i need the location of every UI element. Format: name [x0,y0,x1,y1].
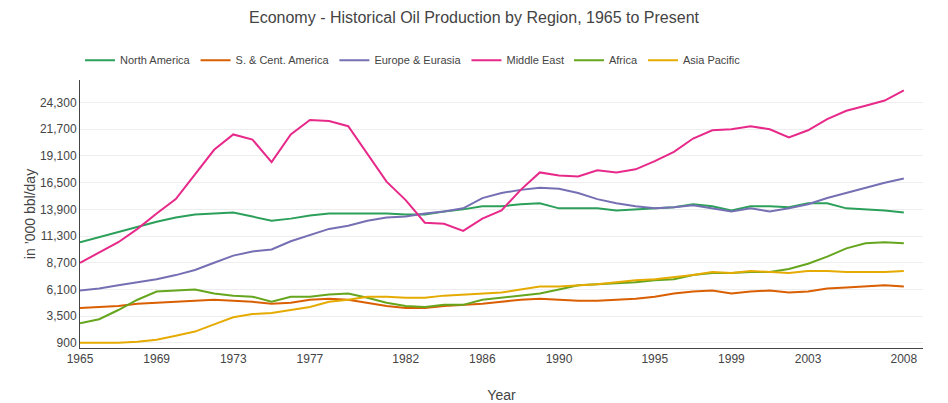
svg-text:1982: 1982 [392,352,419,366]
svg-text:6,100: 6,100 [47,283,77,297]
svg-text:in ’000 bbl/day: in ’000 bbl/day [22,169,38,259]
svg-text:1965: 1965 [67,352,94,366]
svg-text:11,300: 11,300 [41,229,77,243]
svg-text:13,900: 13,900 [40,203,77,217]
svg-text:1973: 1973 [220,352,247,366]
svg-text:Asia Pacific: Asia Pacific [683,54,740,66]
svg-text:S. & Cent. America: S. & Cent. America [236,54,330,66]
svg-text:900: 900 [57,336,77,350]
svg-text:1969: 1969 [143,352,170,366]
svg-text:1977: 1977 [297,352,324,366]
svg-text:Europe & Eurasia: Europe & Eurasia [374,54,461,66]
svg-text:Economy - Historical Oil Produ: Economy - Historical Oil Production by R… [249,9,700,26]
svg-text:1999: 1999 [718,352,745,366]
svg-text:2003: 2003 [795,352,822,366]
svg-text:2008: 2008 [890,352,917,366]
svg-text:1990: 1990 [546,352,573,366]
svg-text:North America: North America [120,54,191,66]
svg-text:1995: 1995 [641,352,668,366]
svg-text:21,700: 21,700 [40,122,77,136]
svg-text:3,500: 3,500 [47,309,77,323]
svg-text:Year: Year [487,387,516,403]
svg-text:Africa: Africa [609,54,638,66]
svg-text:Middle East: Middle East [506,54,563,66]
svg-text:16,500: 16,500 [40,176,77,190]
svg-text:24,300: 24,300 [40,96,77,110]
svg-text:1986: 1986 [469,352,496,366]
svg-text:19,100: 19,100 [40,149,77,163]
svg-text:8,700: 8,700 [47,256,77,270]
